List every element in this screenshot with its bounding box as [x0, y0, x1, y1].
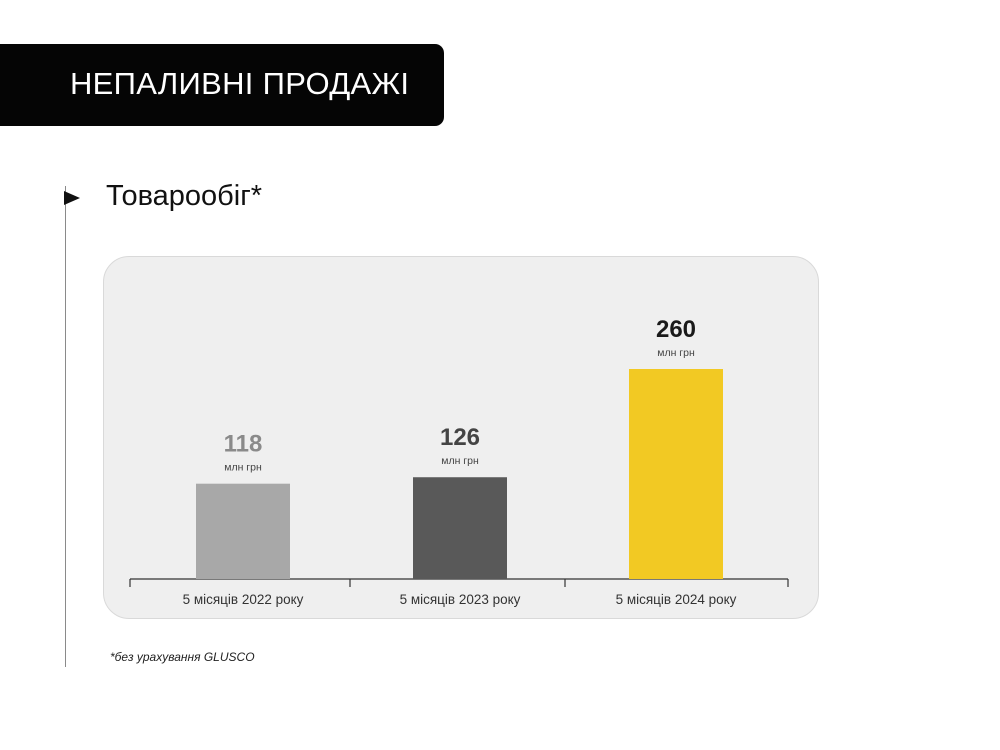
- bar: [196, 483, 290, 579]
- x-tick-label: 5 місяців 2023 року: [400, 592, 521, 607]
- data-label-unit: млн грн: [224, 462, 262, 474]
- section-title: Товарообіг*: [106, 180, 263, 212]
- bar: [629, 369, 723, 579]
- x-tick-label: 5 місяців 2024 року: [616, 592, 737, 607]
- data-label-unit: млн грн: [657, 347, 695, 359]
- footnote: *без урахування GLUSCO: [110, 650, 255, 664]
- header-banner: [0, 44, 444, 126]
- page-title: НЕПАЛИВНІ ПРОДАЖІ: [70, 66, 410, 101]
- data-label-value: 260: [656, 316, 696, 343]
- play-arrow-icon: [64, 191, 80, 205]
- data-label-value: 118: [224, 431, 263, 458]
- x-tick-label: 5 місяців 2022 року: [183, 592, 304, 607]
- data-label-unit: млн грн: [441, 455, 479, 467]
- left-divider: [65, 186, 66, 667]
- bar: [413, 477, 507, 579]
- data-label-value: 126: [440, 424, 480, 451]
